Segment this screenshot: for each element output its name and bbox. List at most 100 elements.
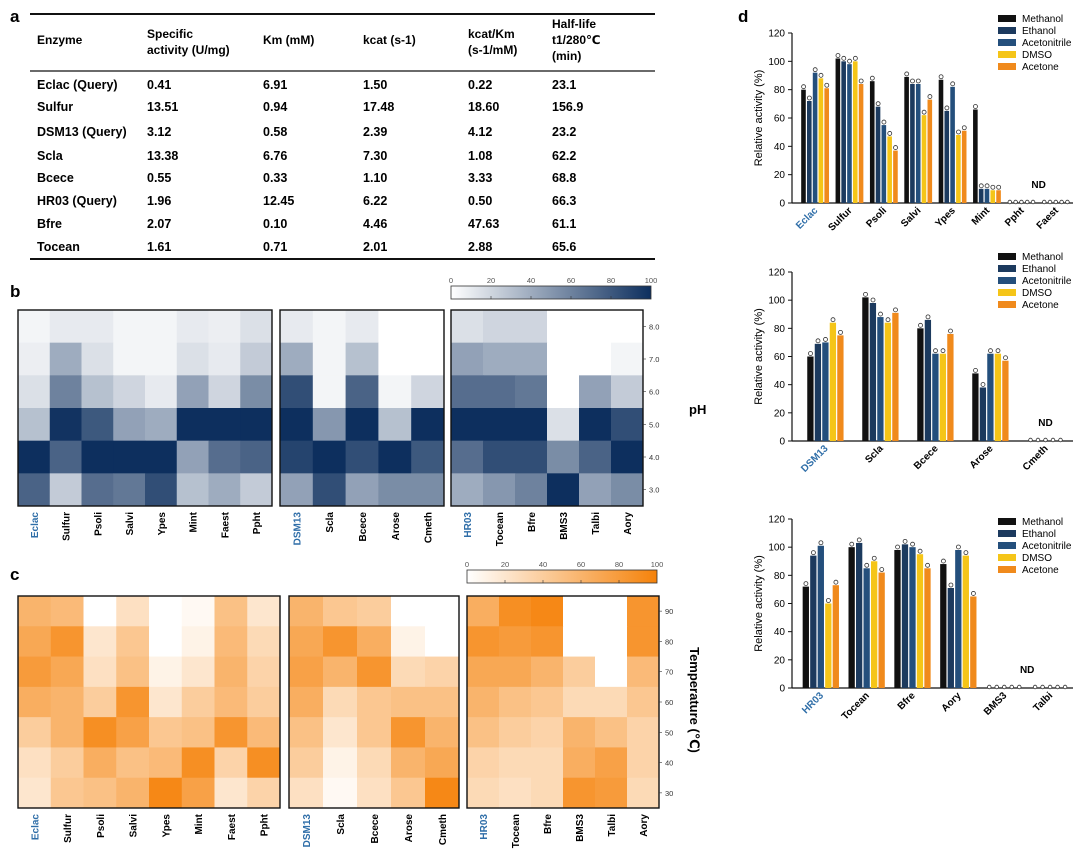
heat-cell	[563, 626, 596, 657]
replicate-point	[812, 67, 818, 73]
heat-cell	[345, 375, 379, 409]
heat-column-label: DSM13	[302, 814, 313, 848]
heat-cell	[145, 408, 178, 442]
bar-category-label: Scla	[863, 443, 886, 466]
colorbar-tick-100: 100	[645, 276, 658, 285]
bar-dmso	[962, 555, 969, 688]
heat-cell	[378, 408, 412, 442]
heat-cell	[483, 408, 516, 442]
y-tick-label: 20	[774, 170, 786, 181]
heat-cell	[145, 375, 178, 409]
y-tick-label: 40	[774, 627, 786, 638]
heat-cell	[425, 596, 460, 627]
heat-cell	[531, 656, 564, 688]
heat-cell	[116, 777, 150, 809]
table-cell-r6-c0: Bfre	[37, 217, 62, 231]
heat-cell	[83, 777, 117, 809]
heat-cell	[323, 626, 358, 657]
replicate-point	[864, 562, 870, 568]
heat-cell	[323, 777, 358, 809]
replicate-point	[893, 307, 898, 313]
heat-column-label: Cmeth	[424, 512, 435, 543]
table-cell-r4-c5: 68.8	[552, 171, 576, 185]
bar-dmso	[994, 353, 1002, 441]
heat-cell	[531, 717, 564, 748]
heat-column-label: Bcece	[370, 814, 381, 844]
heat-cell	[411, 440, 445, 474]
table-cell-r6-c4: 47.63	[468, 217, 499, 231]
heatmap-frame-0	[17, 309, 273, 507]
heat-cell	[611, 342, 644, 376]
bar-category-label: Salvi	[899, 205, 923, 229]
legend-swatch	[998, 530, 1016, 537]
bar-ethanol	[841, 61, 846, 204]
replicate-point	[830, 317, 836, 323]
replicate-point	[870, 297, 876, 303]
y-tick-label: 0	[779, 199, 785, 210]
heat-cell	[411, 342, 445, 376]
heat-cell	[425, 717, 460, 748]
heat-cell	[18, 747, 52, 779]
bar-acetonitrile	[915, 84, 921, 203]
heat-cell	[18, 777, 52, 809]
heat-cell	[499, 596, 532, 627]
y-tick-label: 100	[768, 57, 785, 68]
heatmap-frame-2	[450, 309, 644, 507]
bar-acetone	[927, 99, 933, 203]
bar-acetonitrile	[932, 353, 939, 441]
heat-row-label: 3.0	[649, 486, 659, 495]
bar-chart-1: 0 20 40 60 80 100 120 Relative activity (%) Ecla…	[753, 14, 1073, 234]
heat-cell	[531, 626, 564, 657]
heat-column-label: Psoli	[96, 814, 107, 838]
bar-category-label: Eclac	[794, 205, 821, 232]
bar-ethanol	[947, 588, 954, 688]
heat-cell	[378, 310, 412, 344]
legend-label: Methanol	[1022, 14, 1063, 25]
heat-cell	[113, 342, 146, 376]
replicate-point	[917, 548, 923, 554]
bar-dmso	[884, 322, 892, 441]
side-axis-label: Temperature (℃)	[687, 647, 702, 753]
heatmap-frame-1	[288, 595, 460, 809]
heat-cell	[411, 473, 445, 507]
legend-swatch	[998, 289, 1016, 296]
bar-methanol	[904, 76, 909, 203]
legend-swatch	[998, 51, 1016, 58]
heat-cell	[247, 656, 281, 688]
heat-column-label: Scla	[325, 512, 336, 533]
legend-swatch	[998, 277, 1016, 284]
heat-column-label: Arose	[391, 512, 402, 541]
y-tick-label: 120	[768, 29, 785, 40]
replicate-point	[818, 540, 824, 546]
heat-cell	[579, 473, 612, 507]
bar-category-label: Psoli	[864, 205, 889, 230]
zero-point	[1009, 684, 1014, 690]
heat-cell	[312, 408, 346, 442]
bar-ethanol	[875, 106, 881, 203]
heat-cell	[280, 342, 314, 376]
heat-cell	[345, 408, 379, 442]
heat-row-label: 50	[665, 728, 673, 737]
legend-swatch	[998, 554, 1016, 561]
table-cell-r3-c2: 6.76	[263, 149, 287, 163]
bar-acetonitrile	[909, 547, 916, 688]
replicate-point	[801, 84, 806, 90]
table-cell-r1-c3: 17.48	[363, 100, 394, 114]
legend-label: Acetone	[1022, 300, 1059, 311]
heat-cell	[50, 747, 84, 779]
legend-label: DMSO	[1022, 50, 1052, 61]
heat-cell	[467, 596, 500, 627]
replicate-point	[921, 109, 927, 115]
bar-methanol	[801, 89, 806, 203]
heat-row-label: 80	[665, 637, 673, 646]
bar-acetone	[970, 596, 977, 688]
bar-acetonitrile	[822, 342, 829, 441]
bar-category-label: BMS3	[982, 690, 1010, 718]
heat-cell	[611, 375, 644, 409]
heat-cell	[176, 408, 209, 442]
heat-cell	[312, 375, 346, 409]
heat-cell	[247, 686, 281, 718]
heat-cell	[116, 596, 150, 627]
panel-label-a: a	[10, 7, 20, 26]
replicate-point	[963, 550, 969, 556]
